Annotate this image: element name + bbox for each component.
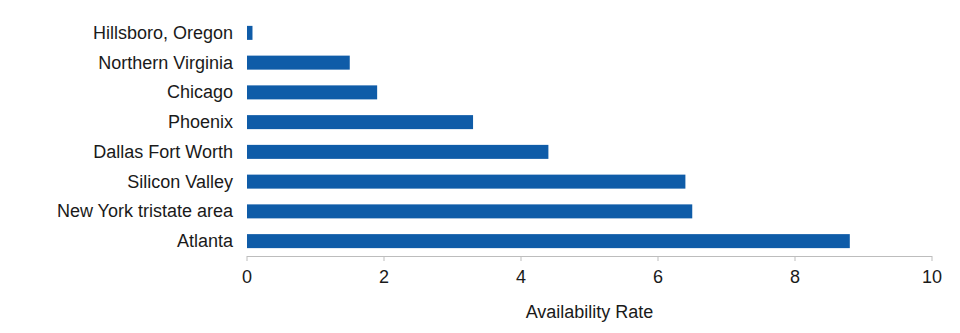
category-label: Chicago bbox=[167, 82, 233, 102]
category-label: Dallas Fort Worth bbox=[93, 142, 233, 162]
tick-mark bbox=[384, 256, 385, 261]
chart-svg: Hillsboro, Oregon Northern Virginia Chicag… bbox=[0, 0, 960, 333]
tick-mark bbox=[247, 256, 248, 261]
bar bbox=[247, 234, 850, 248]
category-label: Silicon Valley bbox=[127, 172, 233, 192]
x-axis-line bbox=[247, 256, 932, 257]
bar bbox=[247, 204, 692, 218]
category-label: Phoenix bbox=[168, 112, 233, 132]
category-label: New York tristate area bbox=[57, 201, 234, 221]
bars bbox=[247, 26, 850, 248]
chart-container: Hillsboro, Oregon Northern Virginia Chicag… bbox=[0, 0, 960, 333]
bar bbox=[247, 26, 252, 40]
tick-label: 6 bbox=[653, 267, 663, 287]
bar bbox=[247, 145, 548, 159]
tick-mark bbox=[521, 256, 522, 261]
category-label: Atlanta bbox=[177, 231, 234, 251]
tick-label: 4 bbox=[516, 267, 526, 287]
x-axis-label: Availability Rate bbox=[526, 302, 654, 322]
bar bbox=[247, 85, 377, 99]
category-label: Hillsboro, Oregon bbox=[93, 23, 233, 43]
tick-label: 0 bbox=[242, 267, 252, 287]
tick-label: 2 bbox=[379, 267, 389, 287]
tick-label: 10 bbox=[922, 267, 942, 287]
tick-mark bbox=[932, 256, 933, 261]
tick-mark bbox=[795, 256, 796, 261]
tick-label: 8 bbox=[790, 267, 800, 287]
category-label: Northern Virginia bbox=[98, 53, 234, 73]
bar bbox=[247, 115, 473, 129]
bar bbox=[247, 175, 685, 189]
bar bbox=[247, 56, 350, 70]
tick-mark bbox=[658, 256, 659, 261]
